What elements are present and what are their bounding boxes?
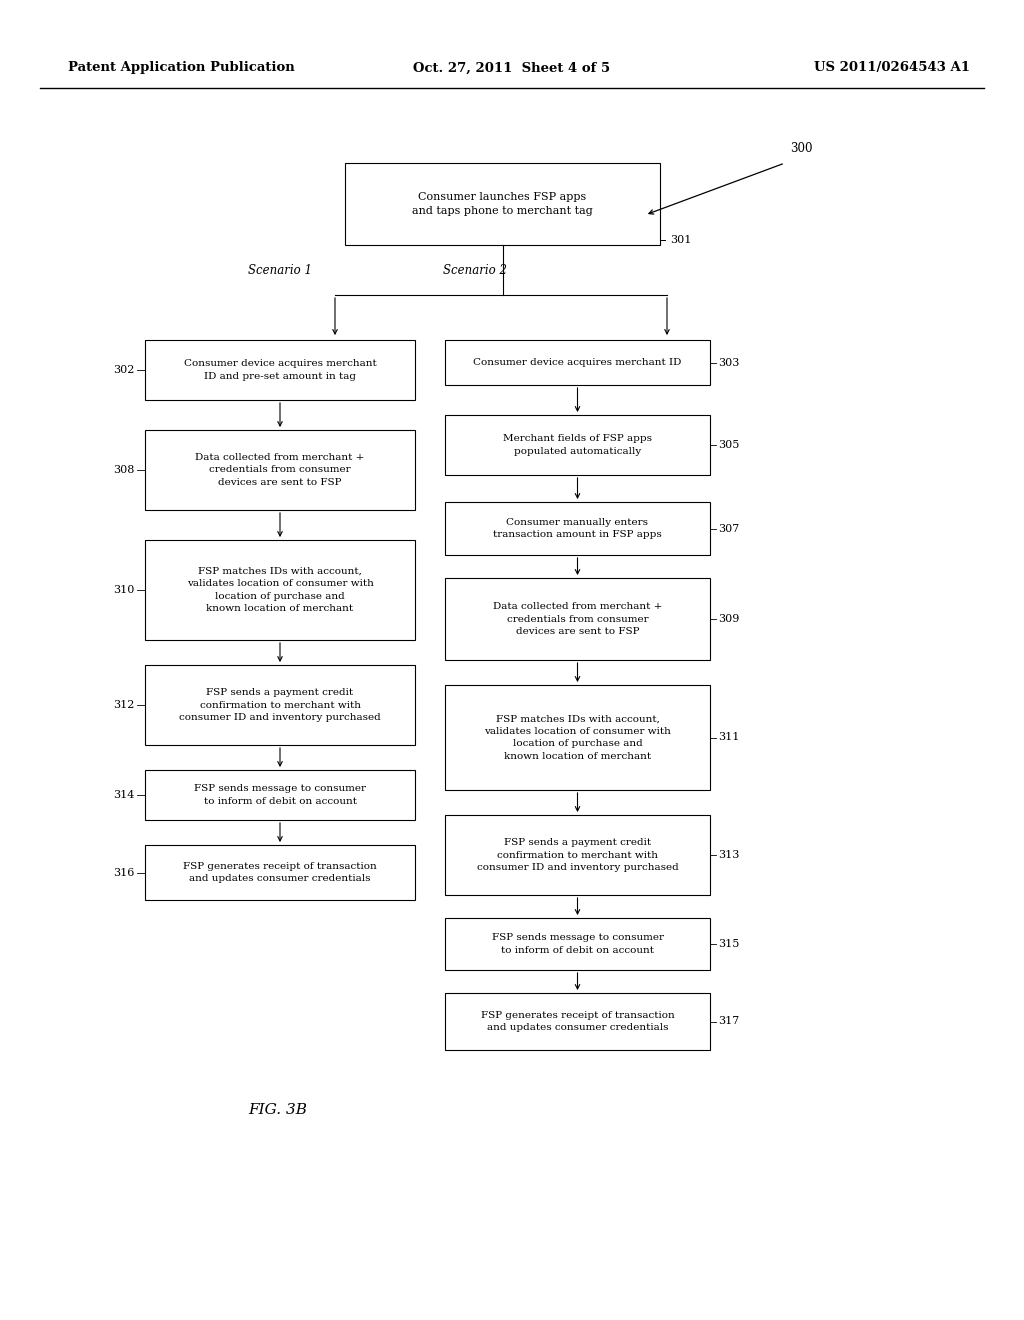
Text: Oct. 27, 2011  Sheet 4 of 5: Oct. 27, 2011 Sheet 4 of 5 — [414, 62, 610, 74]
Text: FSP sends a payment credit
confirmation to merchant with
consumer ID and invento: FSP sends a payment credit confirmation … — [476, 838, 678, 873]
Text: Consumer device acquires merchant
ID and pre-set amount in tag: Consumer device acquires merchant ID and… — [183, 359, 377, 380]
Text: FSP generates receipt of transaction
and updates consumer credentials: FSP generates receipt of transaction and… — [183, 862, 377, 883]
Bar — [445, 341, 710, 385]
Text: FSP sends message to consumer
to inform of debit on account: FSP sends message to consumer to inform … — [194, 784, 366, 805]
Text: FIG. 3B: FIG. 3B — [248, 1104, 307, 1117]
Text: 310: 310 — [114, 585, 135, 595]
Bar — [145, 845, 415, 900]
Text: 313: 313 — [718, 850, 739, 861]
Text: Consumer launches FSP apps
and taps phone to merchant tag: Consumer launches FSP apps and taps phon… — [412, 191, 593, 216]
Text: FSP sends a payment credit
confirmation to merchant with
consumer ID and invento: FSP sends a payment credit confirmation … — [179, 688, 381, 722]
Text: Patent Application Publication: Patent Application Publication — [68, 62, 295, 74]
Text: 305: 305 — [718, 440, 739, 450]
Text: 302: 302 — [114, 366, 135, 375]
Bar — [445, 502, 710, 554]
Bar — [145, 430, 415, 510]
Bar — [445, 414, 710, 475]
Text: 315: 315 — [718, 939, 739, 949]
Text: 307: 307 — [718, 524, 739, 533]
Text: Consumer device acquires merchant ID: Consumer device acquires merchant ID — [473, 358, 682, 367]
Text: Data collected from merchant +
credentials from consumer
devices are sent to FSP: Data collected from merchant + credentia… — [196, 453, 365, 487]
Text: 303: 303 — [718, 358, 739, 367]
Text: FSP matches IDs with account,
validates location of consumer with
location of pu: FSP matches IDs with account, validates … — [186, 566, 374, 614]
Text: 312: 312 — [114, 700, 135, 710]
Bar — [445, 917, 710, 970]
Bar — [445, 685, 710, 789]
Text: 314: 314 — [114, 789, 135, 800]
Text: Consumer manually enters
transaction amount in FSP apps: Consumer manually enters transaction amo… — [494, 517, 662, 540]
Bar — [145, 341, 415, 400]
Text: US 2011/0264543 A1: US 2011/0264543 A1 — [814, 62, 970, 74]
Text: Merchant fields of FSP apps
populated automatically: Merchant fields of FSP apps populated au… — [503, 434, 652, 455]
Text: Data collected from merchant +
credentials from consumer
devices are sent to FSP: Data collected from merchant + credentia… — [493, 602, 663, 636]
Bar — [145, 540, 415, 640]
Text: FSP generates receipt of transaction
and updates consumer credentials: FSP generates receipt of transaction and… — [480, 1011, 675, 1032]
Text: 300: 300 — [790, 141, 812, 154]
Bar — [445, 993, 710, 1049]
Bar — [445, 578, 710, 660]
Bar — [345, 162, 660, 246]
Text: 311: 311 — [718, 733, 739, 742]
Text: 316: 316 — [114, 867, 135, 878]
Bar — [145, 770, 415, 820]
Text: Scenario 1: Scenario 1 — [248, 264, 312, 276]
Text: 317: 317 — [718, 1016, 739, 1027]
Text: Scenario 2: Scenario 2 — [443, 264, 507, 276]
Text: FSP sends message to consumer
to inform of debit on account: FSP sends message to consumer to inform … — [492, 933, 664, 954]
Text: 308: 308 — [114, 465, 135, 475]
Bar — [445, 814, 710, 895]
Text: 309: 309 — [718, 614, 739, 624]
Bar — [145, 665, 415, 744]
Text: 301: 301 — [670, 235, 691, 246]
Text: FSP matches IDs with account,
validates location of consumer with
location of pu: FSP matches IDs with account, validates … — [484, 714, 671, 760]
